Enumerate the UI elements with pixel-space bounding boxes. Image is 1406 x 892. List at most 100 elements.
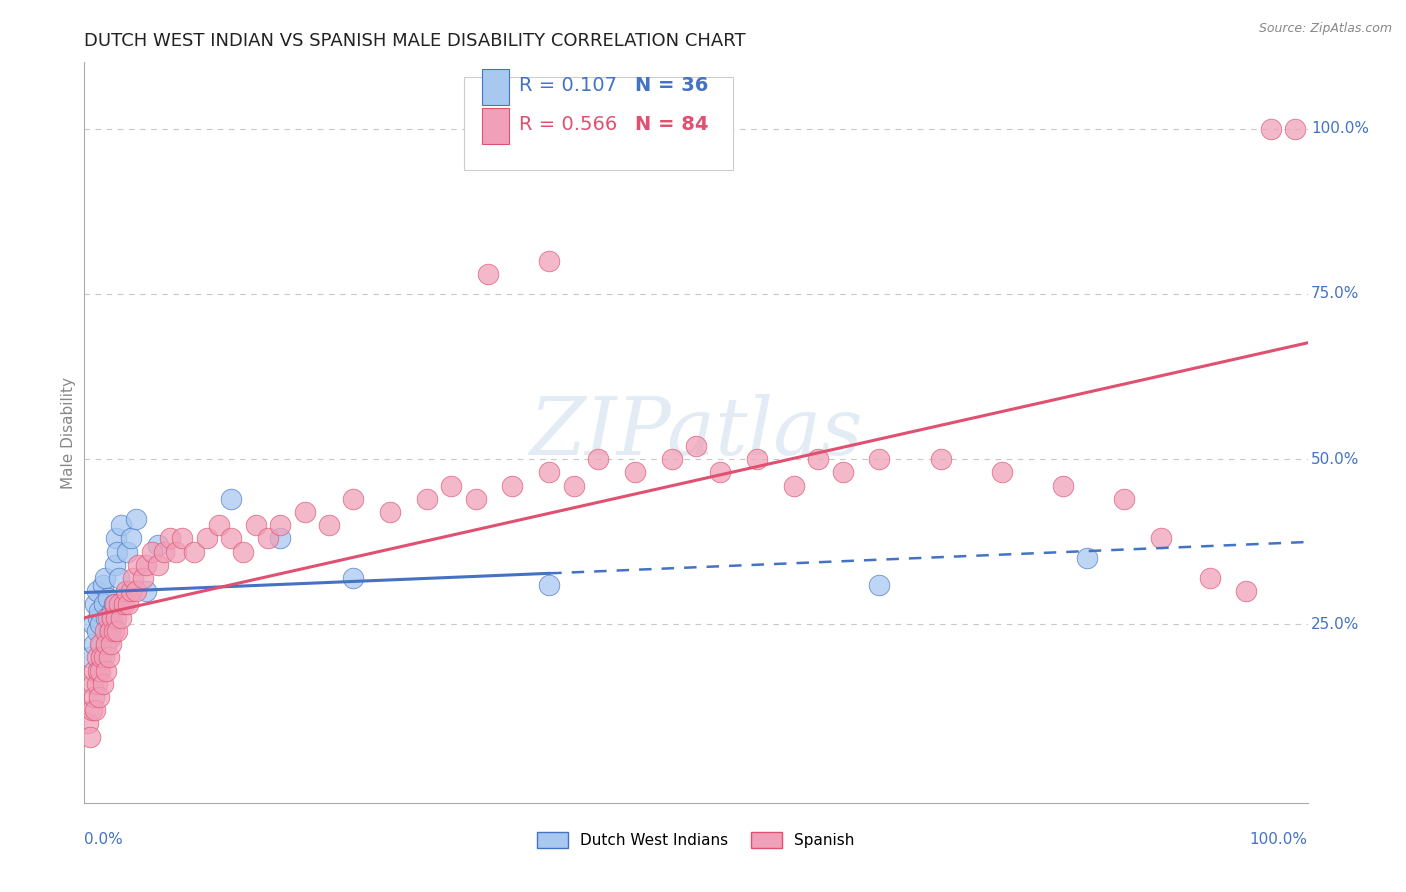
Point: [1114, 491, 1136, 506]
Point: [477, 267, 499, 281]
Point: [127, 558, 149, 572]
Point: [120, 584, 142, 599]
Point: [464, 491, 486, 506]
Point: [96, 611, 118, 625]
Point: [89, 637, 111, 651]
Point: [86, 677, 108, 691]
Point: [91, 577, 114, 591]
FancyBboxPatch shape: [482, 69, 509, 104]
Point: [110, 611, 132, 625]
Point: [87, 611, 110, 625]
Text: R = 0.566: R = 0.566: [519, 115, 617, 135]
Point: [79, 730, 101, 744]
Point: [87, 604, 110, 618]
Text: Source: ZipAtlas.com: Source: ZipAtlas.com: [1258, 22, 1392, 36]
Point: [84, 703, 107, 717]
Point: [132, 571, 155, 585]
Point: [107, 571, 129, 585]
Point: [440, 478, 463, 492]
Point: [153, 544, 176, 558]
Point: [83, 664, 105, 678]
Point: [135, 584, 157, 599]
Point: [100, 637, 122, 651]
Text: 75.0%: 75.0%: [1312, 286, 1360, 301]
Text: 50.0%: 50.0%: [1312, 451, 1360, 467]
Point: [1260, 121, 1282, 136]
Text: R = 0.107: R = 0.107: [519, 76, 617, 95]
Point: [84, 598, 107, 612]
FancyBboxPatch shape: [482, 108, 509, 144]
Point: [146, 538, 169, 552]
Y-axis label: Male Disability: Male Disability: [60, 376, 76, 489]
Point: [91, 677, 114, 691]
Point: [103, 624, 125, 638]
Point: [831, 465, 853, 479]
Point: [538, 577, 561, 591]
Point: [135, 558, 157, 572]
Point: [97, 624, 120, 638]
Point: [87, 690, 110, 704]
Point: [783, 478, 806, 492]
Point: [141, 544, 163, 558]
Point: [1052, 478, 1074, 492]
Point: [318, 518, 340, 533]
Point: [869, 452, 891, 467]
Point: [685, 439, 707, 453]
Point: [991, 465, 1014, 479]
Point: [93, 650, 115, 665]
Point: [117, 598, 139, 612]
Point: [105, 532, 128, 546]
Point: [94, 571, 117, 585]
Point: [105, 544, 128, 558]
Point: [562, 478, 585, 492]
Point: [105, 624, 128, 638]
Point: [115, 544, 138, 558]
Point: [103, 598, 125, 612]
Point: [112, 598, 135, 612]
Text: 25.0%: 25.0%: [1312, 617, 1360, 632]
Point: [105, 611, 128, 625]
Point: [90, 637, 112, 651]
Point: [245, 518, 267, 533]
Point: [502, 478, 524, 492]
Point: [89, 617, 111, 632]
Text: DUTCH WEST INDIAN VS SPANISH MALE DISABILITY CORRELATION CHART: DUTCH WEST INDIAN VS SPANISH MALE DISABI…: [84, 32, 747, 50]
Point: [97, 650, 120, 665]
Point: [380, 505, 402, 519]
Point: [125, 511, 148, 525]
Point: [82, 677, 104, 691]
Point: [183, 544, 205, 558]
Point: [107, 598, 129, 612]
Point: [86, 624, 108, 638]
Text: ZIPatlas: ZIPatlas: [529, 394, 863, 471]
Point: [219, 491, 242, 506]
Point: [122, 571, 145, 585]
Point: [96, 664, 118, 678]
Point: [257, 532, 280, 546]
Point: [82, 617, 104, 632]
Point: [79, 650, 101, 665]
Point: [709, 465, 731, 479]
Point: [165, 544, 187, 558]
Text: 100.0%: 100.0%: [1312, 121, 1369, 136]
Point: [869, 577, 891, 591]
Point: [98, 631, 121, 645]
Text: 100.0%: 100.0%: [1250, 832, 1308, 847]
Point: [269, 518, 291, 533]
Point: [661, 452, 683, 467]
Point: [83, 690, 105, 704]
Point: [94, 624, 117, 638]
Point: [172, 532, 194, 546]
Point: [416, 491, 439, 506]
Point: [146, 558, 169, 572]
Text: N = 84: N = 84: [636, 115, 709, 135]
Point: [101, 604, 124, 618]
Point: [97, 611, 120, 625]
Point: [98, 624, 121, 638]
Point: [195, 532, 218, 546]
Point: [929, 452, 952, 467]
Point: [100, 611, 122, 625]
Point: [1284, 121, 1306, 136]
Point: [294, 505, 316, 519]
Point: [97, 591, 120, 605]
